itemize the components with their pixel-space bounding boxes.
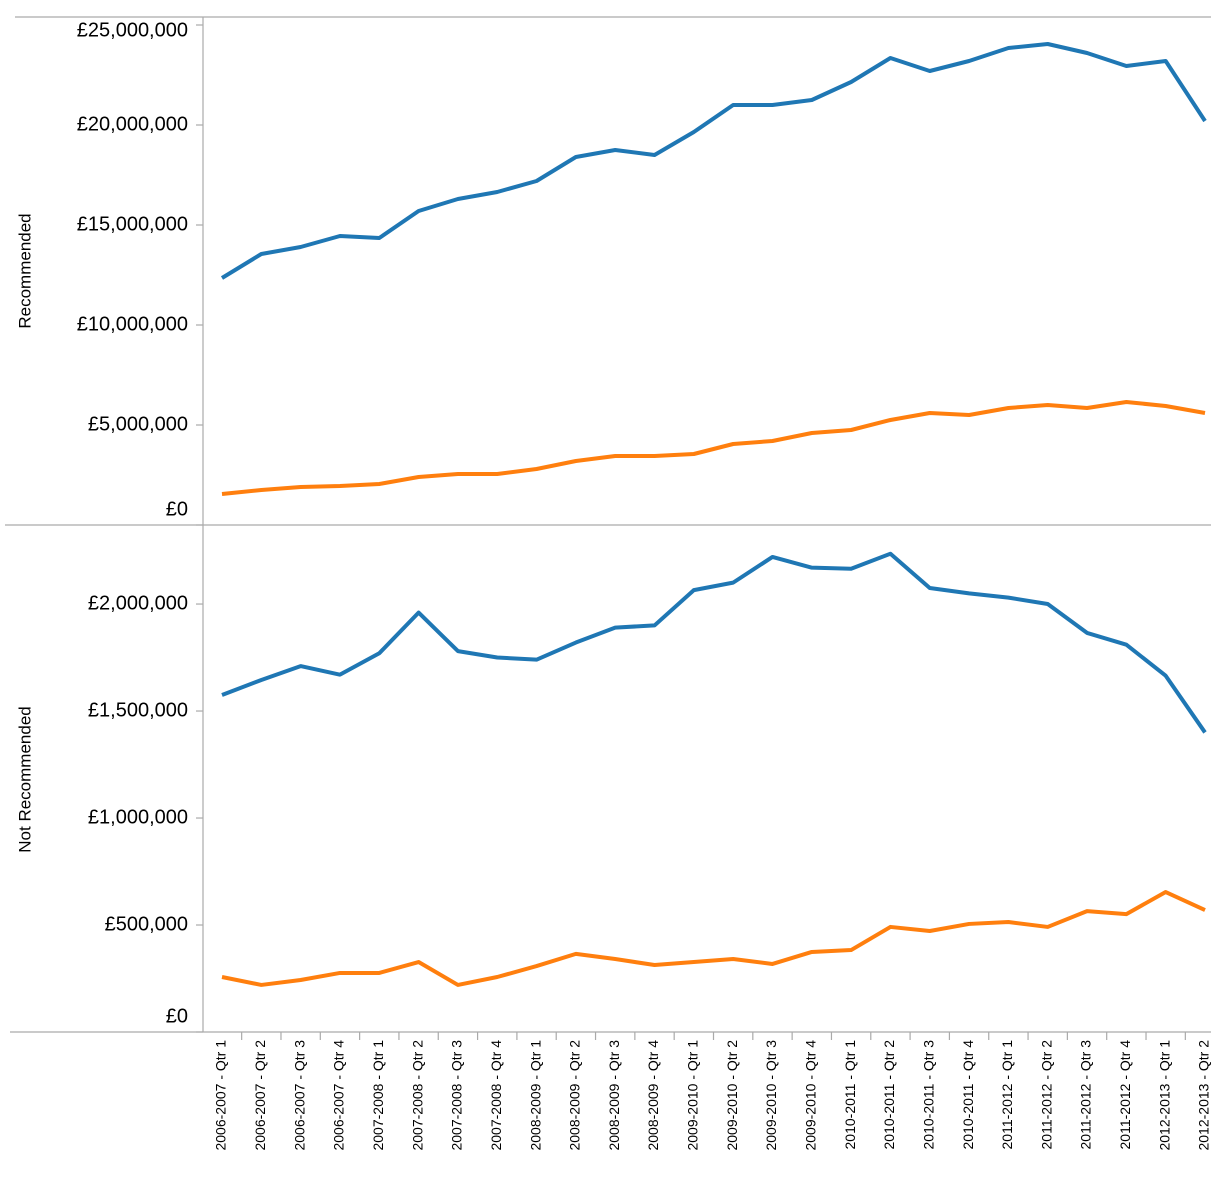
x-tick-label: 2008-2009 - Qtr 3 <box>606 1040 622 1151</box>
y-tick-label: £10,000,000 <box>77 313 188 335</box>
line <box>220 42 1207 280</box>
x-tick-label: 2012-2013 - Qtr 2 <box>1196 1040 1211 1151</box>
x-tick-label: 2009-2010 - Qtr 1 <box>685 1040 701 1151</box>
y-tick-label: £500,000 <box>105 913 188 935</box>
x-tick-label: 2012-2013 - Qtr 1 <box>1156 1040 1172 1151</box>
x-tick-label: 2007-2008 - Qtr 1 <box>370 1040 386 1151</box>
x-tick-label: 2009-2010 - Qtr 3 <box>763 1040 779 1151</box>
x-tick-label: 2007-2008 - Qtr 2 <box>409 1040 425 1151</box>
line <box>221 551 1207 734</box>
x-tick-label: 2011-2012 - Qtr 1 <box>999 1040 1015 1150</box>
x-tick-label: 2010-2011 - Qtr 2 <box>881 1040 897 1150</box>
line <box>221 400 1206 496</box>
y-tick-label: £2,000,000 <box>88 592 188 614</box>
x-tick-label: 2010-2011 - Qtr 1 <box>842 1040 858 1150</box>
x-tick-label: 2007-2008 - Qtr 4 <box>488 1040 504 1151</box>
y-tick-label: £1,500,000 <box>88 699 188 721</box>
y-tick-label: £1,000,000 <box>88 806 188 828</box>
x-tick-label: 2010-2011 - Qtr 4 <box>960 1040 976 1150</box>
y-axis-label: Not Recommended <box>15 706 34 852</box>
line <box>221 890 1206 987</box>
y-tick-label: £5,000,000 <box>88 413 188 435</box>
x-tick-label: 2009-2010 - Qtr 2 <box>724 1040 740 1151</box>
y-tick-label: £0 <box>166 498 188 520</box>
x-tick-label: 2011-2012 - Qtr 4 <box>1117 1040 1133 1150</box>
x-tick-label: 2008-2009 - Qtr 1 <box>527 1040 543 1151</box>
y-tick-label: £25,000,000 <box>77 19 188 41</box>
x-tick-label: 2006-2007 - Qtr 1 <box>213 1040 229 1151</box>
y-axis-label: Recommended <box>15 213 34 328</box>
x-tick-label: 2011-2012 - Qtr 3 <box>1078 1040 1094 1150</box>
x-tick-label: 2006-2007 - Qtr 4 <box>331 1040 347 1151</box>
y-tick-label: £0 <box>166 1005 188 1027</box>
x-tick-label: 2008-2009 - Qtr 4 <box>645 1040 661 1151</box>
x-tick-label: 2006-2007 - Qtr 2 <box>252 1040 268 1151</box>
x-tick-label: 2009-2010 - Qtr 4 <box>803 1040 819 1151</box>
x-tick-label: 2006-2007 - Qtr 3 <box>291 1040 307 1151</box>
y-tick-label: £15,000,000 <box>77 213 188 235</box>
x-tick-label: 2010-2011 - Qtr 3 <box>920 1040 936 1150</box>
x-tick-label: 2007-2008 - Qtr 3 <box>449 1040 465 1151</box>
x-tick-label: 2008-2009 - Qtr 2 <box>567 1040 583 1151</box>
x-tick-label: 2011-2012 - Qtr 2 <box>1038 1040 1054 1150</box>
y-tick-label: £20,000,000 <box>77 113 188 135</box>
